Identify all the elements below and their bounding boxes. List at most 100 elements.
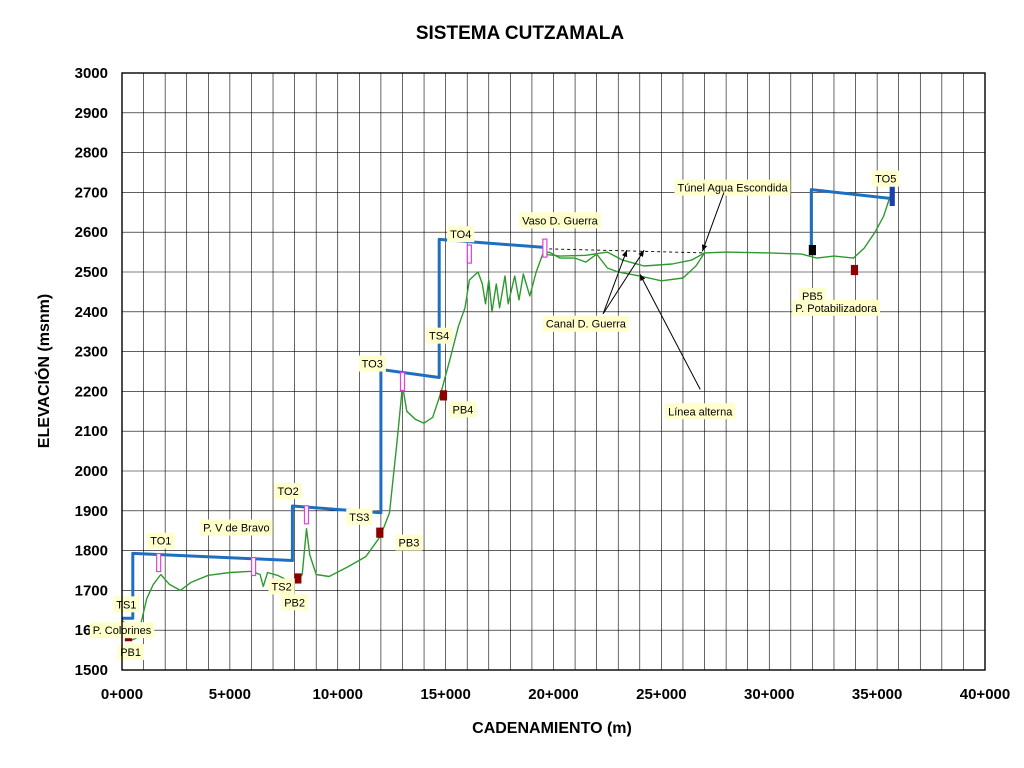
annotation-box [200,519,273,536]
x-tick-label: 10+000 [313,686,363,703]
annotation-text: TS4 [429,331,449,343]
marker-8 [439,390,448,401]
annotation-label-20: P. Potabilizadora [792,299,881,316]
marker-10 [542,238,548,258]
marker-7 [399,371,406,392]
y-tick-label: 2700 [75,184,108,201]
annotation-box [665,403,736,420]
annotation-label-4: TO1 [147,532,175,549]
annotation-box [395,534,423,551]
series-line-4 [542,251,705,267]
annotation-text: TO3 [362,359,383,371]
marker-3 [251,556,257,577]
y-tick-label: 2000 [75,463,108,480]
annotation-text: Vaso D. Guerra [522,215,598,227]
annotation-box [113,596,140,613]
annotation-text: PB2 [284,597,305,609]
y-tick-label: 2400 [75,304,108,321]
series-line-5 [549,248,705,254]
annotation-box [274,482,302,499]
annotation-label-6: TS2 [268,578,295,595]
y-tick-label: 2900 [75,105,108,122]
annotation-box [268,578,295,595]
annotation-text: Línea alterna [668,406,733,418]
marker-9 [466,244,472,264]
arrow-head [638,250,645,258]
annotation-box [147,532,175,549]
marker-13 [889,186,895,206]
x-tick-label: 40+000 [960,686,1010,703]
series-group [121,188,891,641]
plot-frame [121,72,986,671]
annotation-box [281,594,308,611]
annotation-text: PB1 [120,647,141,659]
y-tick-label: 1800 [75,543,108,560]
y-axis-title: ELEVACIÓN (msnm) [34,294,53,448]
y-tick-label: 2800 [75,145,108,162]
annotation-box [426,327,453,344]
annotation-label-12: TS4 [426,327,453,344]
annotation-box [358,355,386,372]
x-tick-label: 15+000 [420,686,470,703]
annotation-box [872,170,900,187]
annotation-label-2: TS1 [113,596,140,613]
series-line-3 [121,196,891,641]
annotation-text: TO1 [150,536,171,548]
annotation-label-5: P. V de Bravo [200,519,273,536]
marker-6 [376,527,384,538]
annotation-label-21: TO5 [872,170,900,187]
chart-title: SISTEMA CUTZAMALA [416,23,625,44]
annotation-label-17: Canal D. Guerra [542,315,629,332]
annotation-text: TS3 [349,512,369,524]
x-tick-label: 0+000 [101,686,143,703]
y-tick-label: 3000 [75,65,108,82]
x-tick-label: 25+000 [636,686,686,703]
annotation-label-11: TO3 [358,355,386,372]
x-tick-label: 35+000 [852,686,902,703]
x-tick-label: 20+000 [528,686,578,703]
series-line-1 [122,237,543,620]
leader-line [701,192,725,252]
annotation-text: PB4 [452,404,473,416]
annotation-label-10: PB3 [395,534,423,551]
leader-line [602,249,645,315]
y-tick-label: 1500 [75,662,108,679]
annotation-box [519,212,601,229]
marker-4 [294,573,302,584]
annotation-text: TO2 [278,486,299,498]
annotation-label-13: PB4 [449,401,477,418]
annotation-text: PB3 [399,538,420,550]
y-tick-label: 2200 [75,383,108,400]
annotation-label-16: Túnel Agua Escondida [674,179,791,196]
annotation-label-18: Línea alterna [665,403,736,420]
marker-5 [303,505,310,525]
marker-2 [156,552,162,573]
x-axis-title: CADENAMIENTO (m) [472,720,632,737]
y-tick-label: 2300 [75,344,108,361]
arrow-head [702,244,708,252]
annotation-box [542,315,629,332]
y-axis-ticks: 1500160017001800190020002100220023002400… [75,65,108,679]
annotation-label-14: TO4 [447,226,475,243]
leader-line [602,249,628,314]
annotation-box [117,644,145,661]
annotation-text: TS2 [272,581,292,593]
annotation-box [792,299,881,316]
annotation-label-8: TO2 [274,482,302,499]
annotation-text: TO5 [875,173,896,185]
annotation-label-15: Vaso D. Guerra [519,212,601,229]
annotation-box [447,226,475,243]
y-tick-label: 1700 [75,582,108,599]
annotation-text: Túnel Agua Escondida [678,183,789,195]
x-tick-label: 30+000 [744,686,794,703]
annotation-text: P. V de Bravo [203,523,269,535]
annotation-label-3: PB1 [117,644,145,661]
annotation-text: P. Potabilizadora [795,303,878,315]
leader-line [639,273,701,390]
annotation-label-7: PB2 [281,594,308,611]
annotation-text: TS1 [116,599,136,611]
y-tick-label: 2500 [75,264,108,281]
grid [121,72,986,671]
